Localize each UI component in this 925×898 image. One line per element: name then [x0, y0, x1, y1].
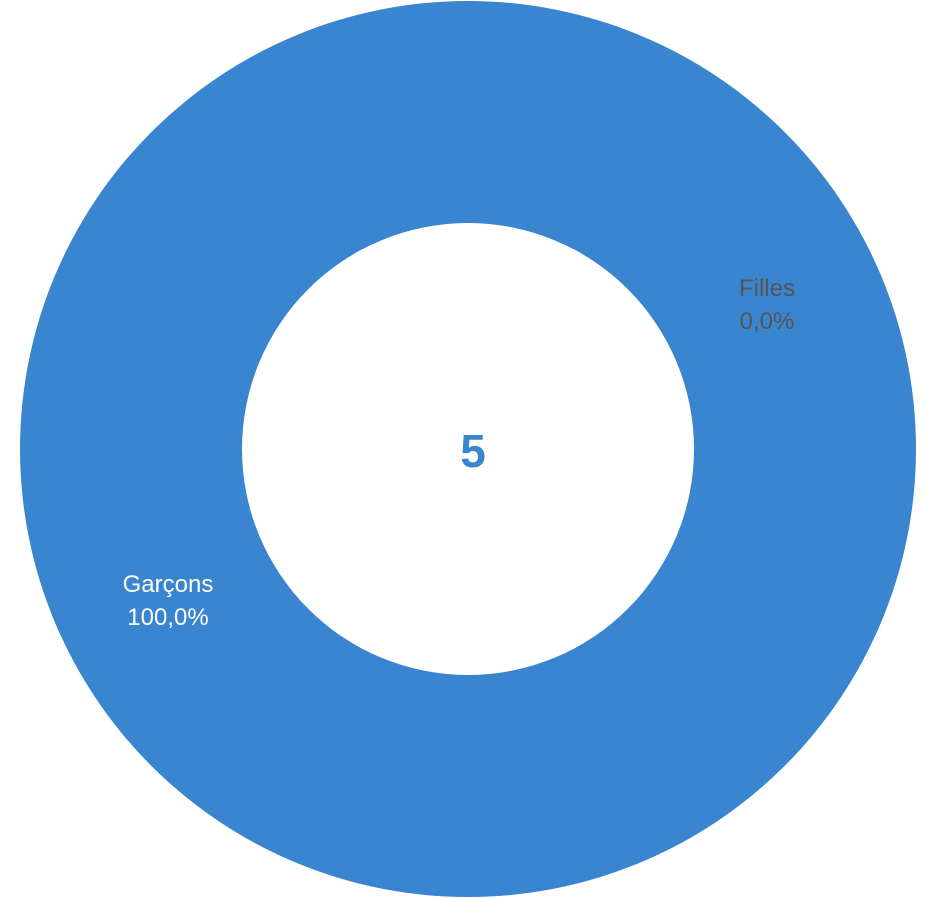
slice-label-filles: Filles 0,0%: [739, 275, 795, 335]
slice-label-garcons: Garçons 100,0%: [123, 571, 214, 631]
slice-value-label: 100,0%: [127, 604, 208, 631]
donut-slice-garçons: [20, 1, 916, 897]
slice-name-label: Garçons: [123, 571, 214, 598]
slice-name-label: Filles: [739, 275, 795, 302]
slice-value-label: 0,0%: [740, 308, 795, 335]
center-total-label: 5: [460, 425, 486, 477]
donut-slices: [20, 1, 916, 897]
